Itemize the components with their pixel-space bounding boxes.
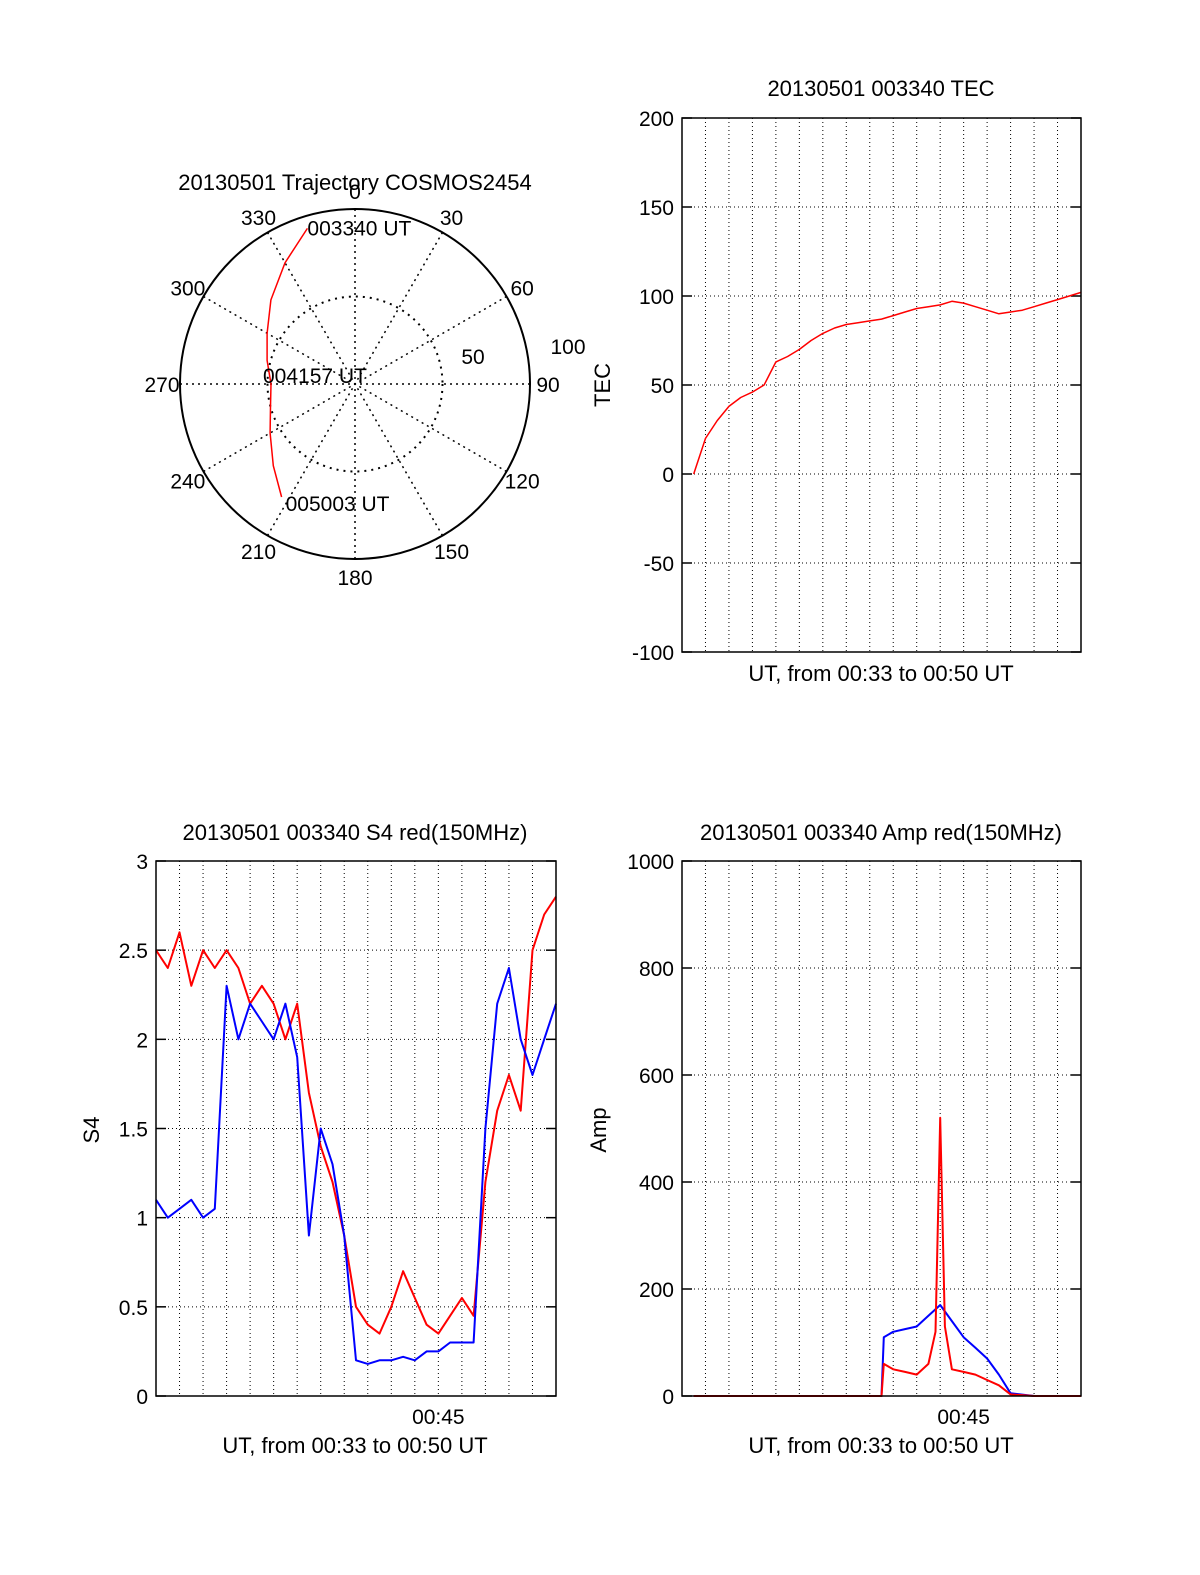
polar-chart-title: 20130501 Trajectory COSMOS2454: [178, 170, 531, 195]
polar-trajectory: [266, 227, 309, 498]
trajectory-annotation: 003340 UT: [307, 217, 411, 240]
y-tick-label: 0.5: [119, 1297, 148, 1320]
polar-angle-labels: 0 30 60 90 120 150 180 210 240 270 300 330: [144, 181, 559, 590]
plot-frame: [681, 860, 1082, 1397]
polar-angle-label: 300: [170, 278, 205, 301]
polar-annotations: 003340 UT 004157 UT 005003 UT: [263, 217, 411, 516]
y-tick-label: -50: [644, 553, 674, 576]
plot-frame: [155, 860, 557, 1397]
polar-radial-labels: 50 100: [461, 336, 585, 369]
trajectory-annotation: 004157 UT: [263, 365, 367, 388]
polar-angle-label: 270: [144, 374, 179, 397]
series-line: [155, 967, 557, 1365]
series-line: [693, 1304, 1081, 1397]
polar-angle-label: 330: [241, 207, 276, 230]
series-line: [155, 896, 557, 1335]
x-tick-label: 00:45: [937, 1406, 990, 1429]
polar-angle-label: 150: [434, 541, 469, 564]
y-tick-label: 200: [639, 1279, 674, 1302]
y-tick-label: 0: [662, 1386, 674, 1409]
polar-radial-label: 50: [461, 346, 484, 369]
s4-y-axis-label: S4: [79, 1117, 104, 1144]
series-line: [693, 1116, 1081, 1397]
y-tick-label: 0: [136, 1386, 148, 1409]
s4-x-axis-label: UT, from 00:33 to 00:50 UT: [222, 1433, 487, 1458]
y-tick-label: 150: [639, 197, 674, 220]
polar-angle-label: 240: [170, 471, 205, 494]
amp-chart-title: 20130501 003340 Amp red(150MHz): [700, 820, 1062, 845]
y-tick-label: 1.5: [119, 1119, 148, 1142]
trajectory-line: [266, 227, 309, 498]
polar-angle-label: 60: [510, 278, 533, 301]
tec-chart-title: 20130501 003340 TEC: [767, 76, 994, 101]
polar-angle-label: 180: [337, 567, 372, 590]
s4-chart: 20130501 003340 S4 red(150MHz) 0 0.5 1 1.5 2…: [79, 820, 557, 1458]
y-tick-label: 2.5: [119, 940, 148, 963]
trajectory-annotation: 005003 UT: [286, 493, 390, 516]
polar-trajectory-chart: 20130501 Trajectory COSMOS2454 0 30 60 90 12…: [144, 170, 585, 590]
amp-chart: 20130501 003340 Amp red(150MHz) 0 200 400 6…: [586, 820, 1082, 1458]
y-tick-label: -100: [632, 642, 674, 665]
amp-x-axis-label: UT, from 00:33 to 00:50 UT: [748, 1433, 1013, 1458]
plot-frame: [681, 117, 1082, 653]
polar-spoke: [266, 232, 444, 536]
polar-angle-label: 0: [349, 181, 361, 204]
tec-y-axis-label: TEC: [590, 363, 615, 407]
y-tick-label: 2: [136, 1029, 148, 1052]
y-tick-label: 50: [651, 375, 674, 398]
tec-x-axis-label: UT, from 00:33 to 00:50 UT: [748, 661, 1013, 686]
y-tick-label: 0: [662, 464, 674, 487]
polar-grid: [179, 208, 531, 560]
polar-angle-label: 210: [241, 541, 276, 564]
y-tick-label: 600: [639, 1065, 674, 1088]
series-line: [692, 291, 1082, 475]
x-tick-label: 00:45: [412, 1406, 465, 1429]
polar-inner-circle: [266, 295, 444, 473]
y-tick-label: 200: [639, 108, 674, 131]
polar-radial-label: 100: [550, 336, 585, 359]
polar-angle-label: 90: [536, 374, 559, 397]
y-tick-label: 100: [639, 286, 674, 309]
y-tick-label: 1000: [627, 851, 674, 874]
tec-chart: 20130501 003340 TEC -100-50050100150200 …: [590, 76, 1082, 686]
y-tick-label: 400: [639, 1172, 674, 1195]
polar-angle-label: 30: [440, 207, 463, 230]
amp-y-axis-label: Amp: [586, 1107, 611, 1152]
y-tick-label: 1: [136, 1208, 148, 1231]
y-tick-label: 3: [136, 851, 148, 874]
y-tick-label: 800: [639, 958, 674, 981]
polar-angle-label: 120: [505, 471, 540, 494]
s4-chart-title: 20130501 003340 S4 red(150MHz): [183, 820, 528, 845]
